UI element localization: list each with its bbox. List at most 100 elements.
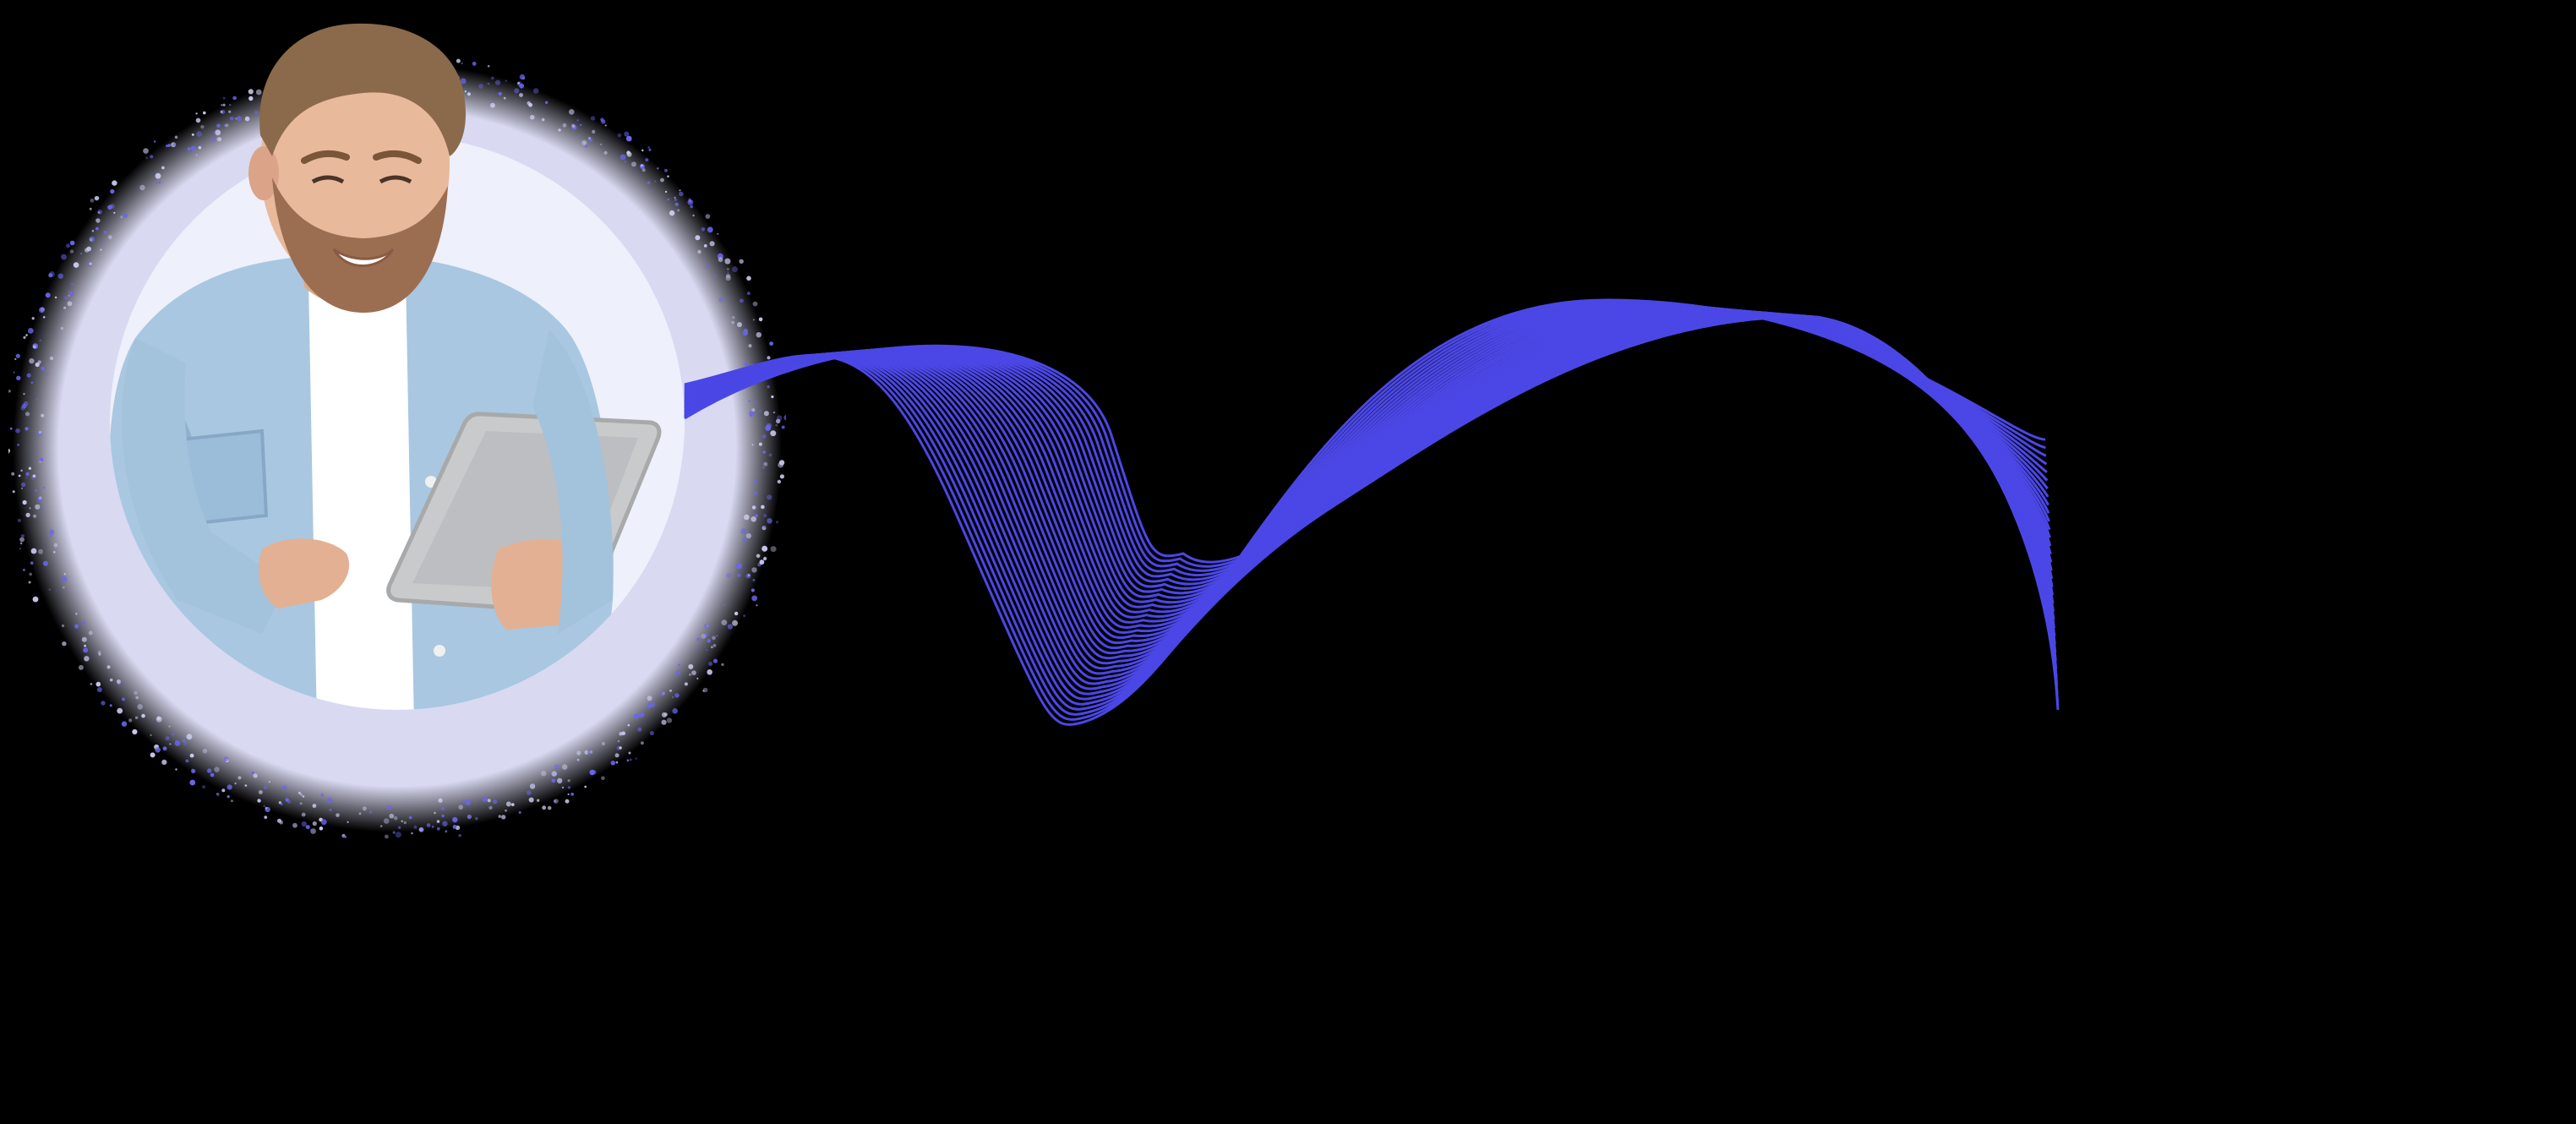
halo-speck [751, 567, 757, 573]
halo-speck [498, 815, 502, 818]
halo-speck [182, 739, 186, 743]
halo-speck [712, 658, 718, 663]
halo-speck [162, 746, 167, 751]
halo-speck [637, 727, 642, 732]
halo-speck [690, 205, 694, 209]
halo-speck [647, 146, 651, 149]
halo-speck [69, 249, 74, 254]
halo-speck [705, 214, 711, 219]
halo-speck [660, 177, 664, 183]
halo-speck [200, 125, 205, 129]
halo-speck [527, 101, 531, 106]
halo-speck [688, 663, 694, 669]
halo-speck [14, 357, 17, 361]
halo-speck [707, 226, 713, 233]
halo-speck [767, 385, 770, 389]
halo-speck [519, 83, 524, 89]
halo-speck [532, 88, 539, 94]
halo-speck [234, 782, 237, 785]
halo-speck [174, 135, 178, 139]
halo-speck [567, 779, 570, 783]
halo-speck [558, 128, 561, 132]
halo-speck [705, 633, 708, 636]
halo-speck [718, 297, 724, 303]
halo-speck [744, 362, 749, 366]
halo-speck [174, 740, 181, 746]
halo-speck [109, 678, 113, 682]
halo-speck [487, 799, 491, 803]
halo-speck [696, 677, 699, 679]
left-arm [122, 338, 287, 634]
halo-speck [494, 79, 501, 85]
halo-speck [695, 235, 701, 241]
halo-speck [758, 317, 763, 322]
halo-speck [268, 781, 270, 783]
halo-speck [610, 761, 615, 766]
halo-speck [312, 821, 317, 827]
halo-speck [253, 773, 258, 778]
halo-speck [17, 518, 21, 522]
halo-speck [279, 820, 284, 825]
halo-speck [94, 195, 100, 201]
halo-speck [776, 418, 781, 424]
halo-speck [625, 135, 632, 142]
halo-speck [746, 276, 751, 281]
halo-speck [329, 808, 332, 811]
halo-speck [49, 534, 52, 538]
halo-speck [565, 799, 570, 804]
halo-speck [134, 690, 138, 696]
halo-speck [677, 209, 680, 212]
halo-speck [132, 728, 138, 735]
halo-speck [717, 232, 719, 235]
halo-speck [647, 181, 651, 185]
halo-speck [155, 747, 161, 753]
halo-speck [530, 115, 535, 120]
halo-speck [39, 307, 45, 314]
halo-speck [18, 474, 21, 477]
halo-speck [38, 496, 42, 500]
halo-speck [90, 199, 95, 203]
halo-speck [37, 360, 41, 364]
halo-speck [22, 499, 27, 505]
halo-speck [659, 691, 665, 697]
halo-speck [743, 328, 748, 334]
brow [301, 150, 350, 164]
halo-speck [769, 341, 773, 346]
halo-speck [19, 548, 21, 550]
halo-speck [663, 712, 669, 717]
halo-speck [392, 831, 396, 834]
halo-speck [617, 739, 620, 743]
halo-speck [25, 412, 30, 417]
halo-speck [776, 521, 778, 524]
halo-speck [762, 450, 766, 454]
halo-speck [189, 779, 196, 786]
halo-speck [701, 633, 707, 639]
halo-speck [326, 798, 333, 804]
halo-speck [398, 826, 401, 829]
halo-speck [743, 614, 746, 618]
halo-speck [263, 785, 268, 790]
halo-speck [691, 670, 696, 675]
halo-speck [557, 778, 563, 783]
halo-speck [310, 828, 314, 832]
halo-speck [771, 395, 774, 399]
halo-speck [600, 143, 603, 145]
halo-speck [186, 734, 193, 740]
halo-speck [302, 794, 305, 798]
halo-speck [15, 428, 20, 434]
wave-line [684, 315, 2060, 711]
halo-speck [281, 803, 283, 805]
halo-speck [762, 466, 765, 469]
halo-speck [587, 136, 592, 140]
halo-speck [168, 725, 171, 728]
halo-speck [649, 701, 656, 708]
halo-speck [42, 486, 46, 489]
halo-speck [53, 543, 58, 548]
halo-speck [299, 802, 303, 805]
halo-speck [165, 736, 170, 741]
halo-speck [452, 825, 457, 829]
halo-speck [761, 545, 768, 552]
halo-speck [169, 743, 172, 745]
halo-speck [35, 488, 37, 492]
